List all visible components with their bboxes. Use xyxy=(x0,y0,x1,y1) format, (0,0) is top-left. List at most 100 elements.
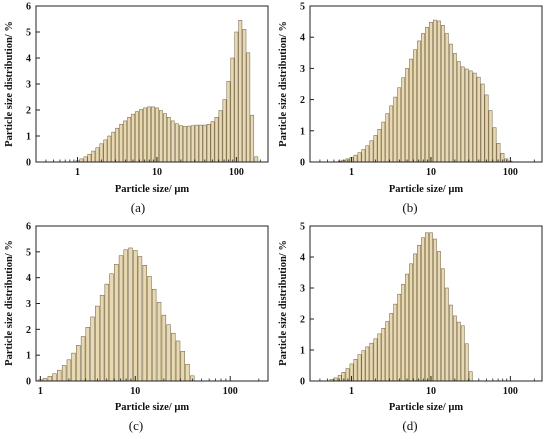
bar-a xyxy=(218,110,223,163)
bar-b xyxy=(468,70,473,163)
bar-a xyxy=(202,124,207,163)
bar-d xyxy=(460,325,465,382)
panel-label-a: (a) xyxy=(131,200,145,215)
bar-d xyxy=(468,371,473,382)
bar-d xyxy=(369,342,374,382)
x-tick-label-a: 1 xyxy=(75,167,80,178)
y-tick-label-d: 4 xyxy=(300,253,305,264)
y-tick-label-c: 0 xyxy=(26,377,31,388)
bar-b xyxy=(472,72,477,163)
bar-a xyxy=(135,111,139,163)
bar-b xyxy=(357,152,362,163)
x-tick-label-b: 1 xyxy=(349,167,354,178)
bar-b xyxy=(452,53,457,163)
panel-label-d: (d) xyxy=(402,418,417,433)
y-tick-label-d: 3 xyxy=(300,284,305,295)
bar-a xyxy=(210,121,215,163)
bar-b xyxy=(480,83,485,163)
y-tick-label-a: 4 xyxy=(26,54,31,65)
bar-a xyxy=(226,81,231,163)
y-tick-label-b: 2 xyxy=(300,95,305,106)
bar-b xyxy=(492,127,497,163)
bar-d xyxy=(373,338,378,382)
bar-a xyxy=(131,113,136,163)
bar-c xyxy=(171,332,176,382)
bar-b xyxy=(365,145,370,163)
bar-a xyxy=(111,131,116,163)
bar-d xyxy=(381,328,386,382)
y-tick-label-c: 3 xyxy=(26,299,31,310)
bar-c xyxy=(118,255,124,382)
bar-d xyxy=(361,350,366,382)
x-axis-label-d: Particle size/ µm xyxy=(389,402,464,413)
bar-b xyxy=(397,87,402,163)
bar-b xyxy=(373,135,378,163)
bar-d xyxy=(452,315,457,382)
bar-d xyxy=(437,251,441,382)
bar-a xyxy=(214,117,219,163)
bar-d xyxy=(464,343,469,382)
ticks-b: 0 1 2 3 4 5 1 10 100 xyxy=(300,2,535,178)
bar-c xyxy=(95,305,100,382)
bar-c xyxy=(185,363,190,382)
bars-d xyxy=(329,232,473,382)
bar-b xyxy=(425,26,429,163)
y-tick-label-a: 0 xyxy=(26,158,31,169)
bar-c xyxy=(133,250,138,382)
bars-b xyxy=(337,19,513,163)
y-axis-label-a: Particle size distribution/ % xyxy=(4,21,15,147)
bar-b xyxy=(476,76,481,163)
x-tick-label-c: 100 xyxy=(223,386,238,397)
bar-c xyxy=(123,249,128,382)
bar-a xyxy=(170,120,175,163)
bar-a xyxy=(127,117,132,163)
bar-d xyxy=(397,293,402,382)
bar-c xyxy=(175,340,181,382)
bar-b xyxy=(440,25,445,163)
y-tick-label-c: 1 xyxy=(26,351,31,362)
bar-a xyxy=(99,143,104,163)
bar-d xyxy=(421,237,425,382)
bar-b xyxy=(488,110,493,163)
bar-a xyxy=(190,125,195,163)
x-tick-label-d: 100 xyxy=(503,386,518,397)
bar-c xyxy=(57,369,62,382)
y-tick-label-b: 5 xyxy=(300,2,305,13)
bar-d xyxy=(385,321,390,382)
x-tick-label-b: 100 xyxy=(503,167,518,178)
bar-d xyxy=(456,321,461,382)
y-tick-label-d: 0 xyxy=(300,377,305,388)
x-tick-label-d: 10 xyxy=(426,386,436,397)
bar-a xyxy=(238,20,243,163)
bar-b xyxy=(393,96,398,163)
bar-a xyxy=(143,107,147,163)
bar-b xyxy=(361,149,366,163)
bar-a xyxy=(123,120,128,163)
y-tick-label-b: 0 xyxy=(300,158,305,169)
y-tick-label-a: 1 xyxy=(26,132,31,143)
y-tick-label-c: 2 xyxy=(26,325,31,336)
bar-a xyxy=(158,110,163,163)
bar-a xyxy=(119,124,124,163)
y-tick-label-d: 5 xyxy=(300,222,305,233)
bar-a xyxy=(182,126,187,163)
bar-d xyxy=(409,263,413,382)
bar-b xyxy=(460,66,465,163)
y-tick-label-a: 6 xyxy=(26,2,31,13)
bar-c xyxy=(114,263,119,382)
bar-a xyxy=(163,113,167,163)
y-axis-label-d: Particle size distribution/ % xyxy=(278,240,289,366)
plot-frame-d xyxy=(309,225,543,382)
bar-c xyxy=(180,351,185,382)
bar-c xyxy=(166,324,171,382)
x-tick-label-c: 10 xyxy=(130,386,140,397)
y-tick-label-a: 5 xyxy=(26,28,31,39)
bar-c xyxy=(99,294,105,382)
panel-d: 0 1 2 3 4 5 1 10 100 Particle size/ µm Particle … xyxy=(278,222,543,433)
bar-b xyxy=(381,121,386,163)
bars-a xyxy=(75,20,259,163)
bar-b xyxy=(456,61,461,163)
bar-c xyxy=(61,365,67,382)
